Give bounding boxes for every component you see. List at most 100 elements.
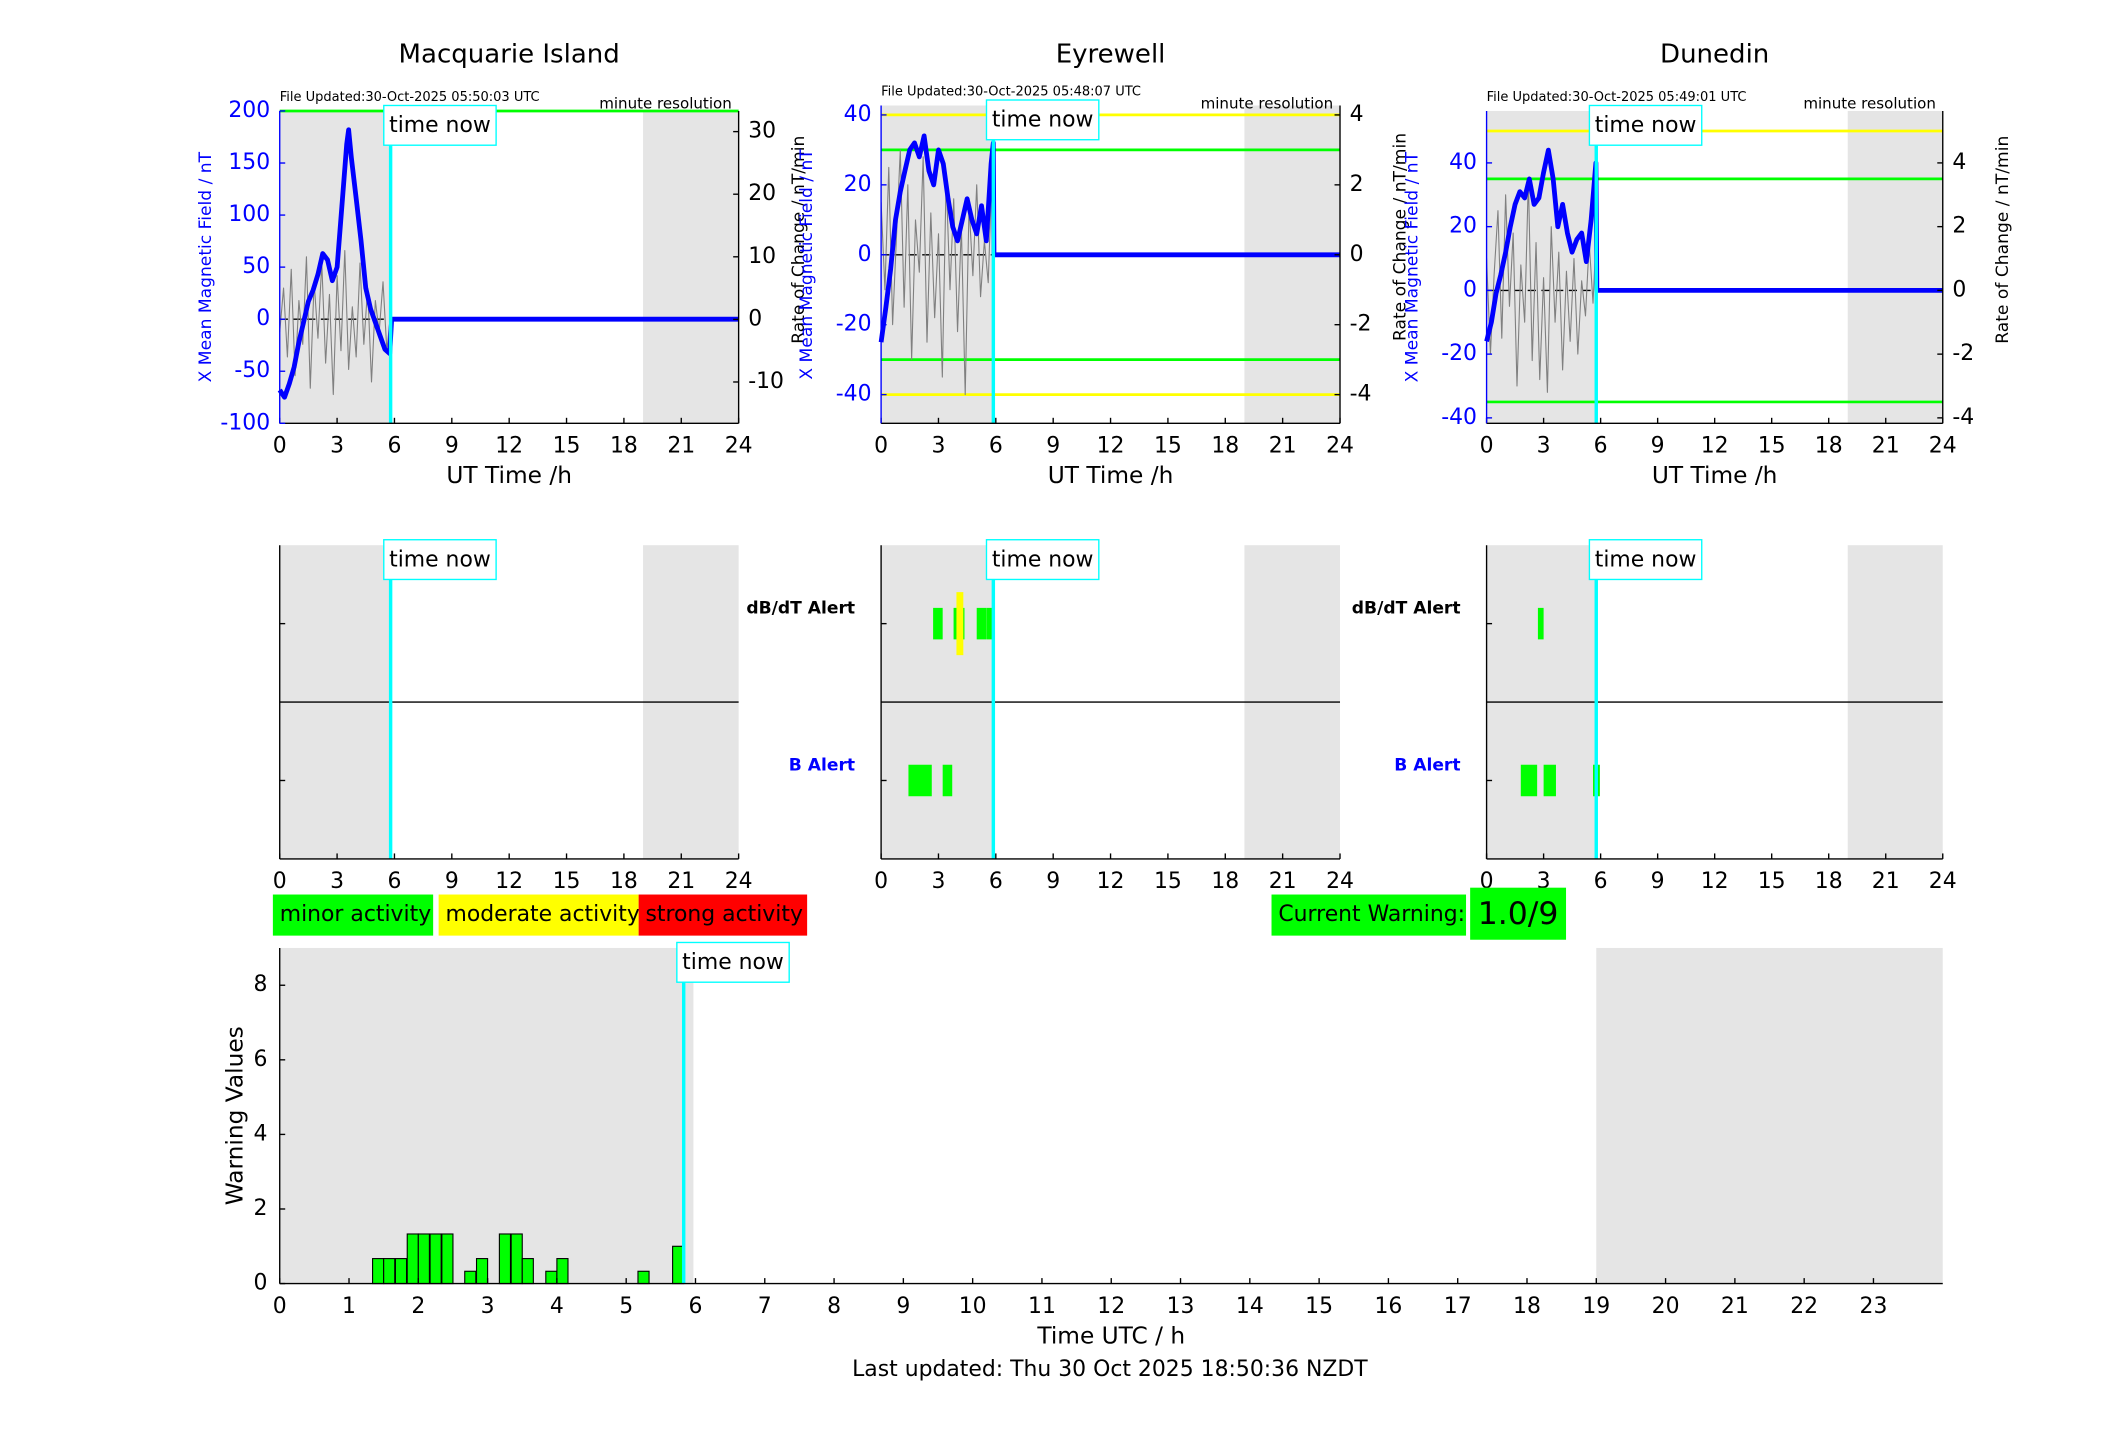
y-tick-label: 20 (1449, 214, 1477, 239)
x-tick-label: 1 (342, 1294, 356, 1319)
shaded-region (643, 110, 739, 424)
x-tick-label: 12 (1701, 434, 1729, 459)
x-tick-label: 21 (1721, 1294, 1749, 1319)
x-tick-label: 0 (874, 434, 888, 459)
x-tick-label: 9 (445, 869, 459, 894)
row-label: B Alert (1394, 755, 1460, 775)
x-tick-label: 23 (1860, 1294, 1888, 1319)
row-label: dB/dT Alert (1352, 599, 1461, 619)
x-tick-label: 3 (481, 1294, 495, 1319)
warning-label: Current Warning: (1278, 902, 1465, 927)
y-tick-label: -20 (836, 312, 872, 337)
x-tick-label: 3 (1537, 434, 1551, 459)
x-axis-label: UT Time /h (446, 462, 572, 489)
x-tick-label: 0 (874, 869, 888, 894)
legend-swatch (438, 894, 639, 936)
y-tick-label: 8 (253, 972, 267, 997)
file-updated: File Updated:30-Oct-2025 05:49:01 UTC (1487, 90, 1747, 105)
x-tick-label: 24 (1326, 434, 1354, 459)
y-tick-label: 4 (253, 1121, 267, 1146)
y2-tick-label: -4 (1952, 405, 1974, 430)
x-tick-label: 3 (931, 434, 945, 459)
y-tick-label: 0 (858, 242, 872, 267)
y2-tick-label: 10 (748, 244, 776, 269)
bar (475, 1258, 489, 1285)
x-tick-label: 13 (1167, 1294, 1195, 1319)
alert-interval (1543, 764, 1556, 797)
shaded-region (279, 947, 694, 1284)
x-tick-label: 24 (725, 434, 753, 459)
y2-tick-label: 30 (748, 119, 776, 144)
y2-tick-label: 0 (1952, 277, 1966, 302)
time-now-label: time now (1595, 547, 1697, 572)
x-tick-label: 6 (387, 869, 401, 894)
time-now-box (383, 539, 497, 581)
x-tick-label: 24 (1929, 869, 1957, 894)
y-tick-label: 100 (228, 202, 270, 227)
time-now-box (676, 941, 790, 983)
alert-interval (1537, 607, 1544, 640)
time-now-label: time now (992, 547, 1094, 572)
x-tick-label: 2 (411, 1294, 425, 1319)
x-tick-label: 21 (1872, 869, 1900, 894)
rate-line (279, 250, 392, 396)
y2-tick-label: 20 (748, 181, 776, 206)
x-tick-label: 12 (1097, 1294, 1125, 1319)
y-axis-label: X Mean Magnetic Field / nT (1403, 151, 1423, 382)
chart-title: Dunedin (1660, 39, 1769, 69)
legend-swatch (638, 894, 808, 936)
y-tick-label: 40 (1449, 150, 1477, 175)
legend-label: strong activity (645, 902, 802, 927)
time-now-box (383, 104, 497, 146)
x-tick-label: 9 (896, 1294, 910, 1319)
y-tick-label: -40 (1441, 405, 1477, 430)
x-tick-label: 21 (1269, 869, 1297, 894)
bar (521, 1258, 534, 1285)
x-tick-label: 6 (387, 434, 401, 459)
y-tick-label: 6 (253, 1047, 267, 1072)
x-tick-label: 21 (1269, 434, 1297, 459)
x-tick-label: 15 (1305, 1294, 1333, 1319)
warning-value: 1.0/9 (1478, 896, 1559, 932)
y-tick-label: 2 (253, 1196, 267, 1221)
x-tick-label: 0 (273, 869, 287, 894)
field-line (277, 127, 739, 400)
x-tick-label: 4 (550, 1294, 564, 1319)
x-tick-label: 12 (1097, 434, 1125, 459)
x-tick-label: 18 (1211, 434, 1239, 459)
x-tick-label: 9 (1046, 434, 1060, 459)
shaded-region (1596, 947, 1943, 1284)
x-tick-label: 6 (989, 434, 1003, 459)
time-now-label: time now (992, 108, 1094, 133)
alert-interval (942, 764, 953, 797)
x-tick-label: 18 (610, 869, 638, 894)
shaded-region (1847, 110, 1943, 424)
y-tick-label: -40 (836, 382, 872, 407)
y-tick-label: 50 (242, 254, 270, 279)
row-label: B Alert (789, 755, 855, 775)
file-updated: File Updated:30-Oct-2025 05:48:07 UTC (881, 84, 1141, 99)
x-tick-label: 16 (1374, 1294, 1402, 1319)
y2-tick-label: 0 (1350, 242, 1364, 267)
y2-tick-label: -4 (1350, 382, 1372, 407)
alert-interval (976, 607, 987, 640)
legend-label: moderate activity (445, 902, 639, 927)
y-tick-label: 200 (228, 98, 270, 123)
y-tick-label: -50 (234, 358, 270, 383)
bar (498, 1233, 512, 1285)
x-tick-label: 5 (619, 1294, 633, 1319)
alert-interval (933, 607, 943, 640)
x-tick-label: 21 (667, 869, 695, 894)
x-tick-label: 12 (495, 434, 523, 459)
shaded-region (1244, 105, 1341, 424)
x-tick-label: 9 (445, 434, 459, 459)
x-tick-label: 18 (610, 434, 638, 459)
x-tick-label: 24 (1326, 869, 1354, 894)
y-axis-label: X Mean Magnetic Field / nT (797, 149, 817, 380)
x-tick-label: 15 (553, 869, 581, 894)
alert-interval (956, 592, 964, 656)
x-tick-label: 12 (1701, 869, 1729, 894)
x-tick-label: 9 (1651, 869, 1665, 894)
field-line (878, 133, 1341, 343)
x-tick-label: 15 (553, 434, 581, 459)
